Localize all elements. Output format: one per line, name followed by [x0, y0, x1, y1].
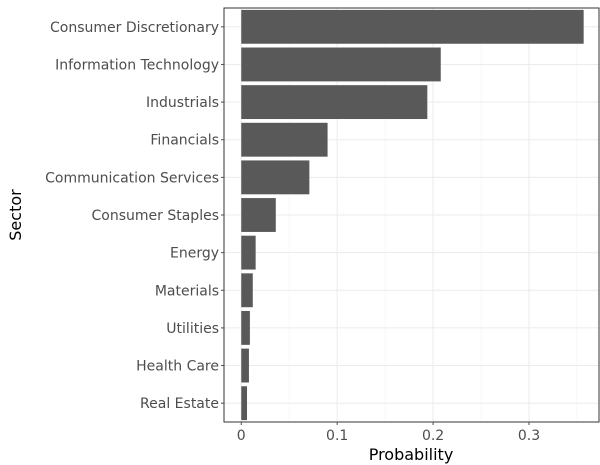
- y-tick-label: Materials: [155, 283, 219, 299]
- y-tick-label: Industrials: [146, 95, 219, 111]
- bar: [241, 9, 584, 44]
- x-tick-label: 0.3: [518, 428, 540, 444]
- bar: [241, 122, 328, 157]
- bars: [241, 9, 584, 421]
- y-tick-label: Utilities: [166, 321, 219, 337]
- x-axis-title: Probability: [369, 445, 454, 464]
- x-tick-label: 0: [237, 428, 246, 444]
- bar: [241, 348, 249, 383]
- bar: [241, 310, 250, 345]
- y-tick-label: Information Technology: [55, 57, 219, 73]
- bar: [241, 198, 276, 232]
- bar: [241, 273, 253, 308]
- y-axis-ticks: Consumer Discretionary Information Techno…: [45, 20, 224, 412]
- y-tick-label: Health Care: [136, 359, 219, 375]
- x-tick-label: 0.1: [326, 428, 348, 444]
- bar: [241, 85, 428, 120]
- y-tick-label: Consumer Discretionary: [50, 20, 219, 36]
- bar: [241, 160, 310, 195]
- x-tick-label: 0.2: [422, 428, 444, 444]
- y-tick-label: Financials: [150, 133, 219, 149]
- y-tick-label: Energy: [170, 246, 219, 262]
- bar: [241, 386, 248, 421]
- bar: [241, 235, 256, 270]
- y-tick-label: Communication Services: [45, 170, 219, 186]
- bar: [241, 47, 441, 82]
- x-axis-ticks: 0 0.1 0.2 0.3: [237, 422, 540, 444]
- y-tick-label: Consumer Staples: [92, 208, 219, 224]
- y-tick-label: Real Estate: [140, 396, 219, 412]
- y-axis-title: Sector: [6, 189, 25, 241]
